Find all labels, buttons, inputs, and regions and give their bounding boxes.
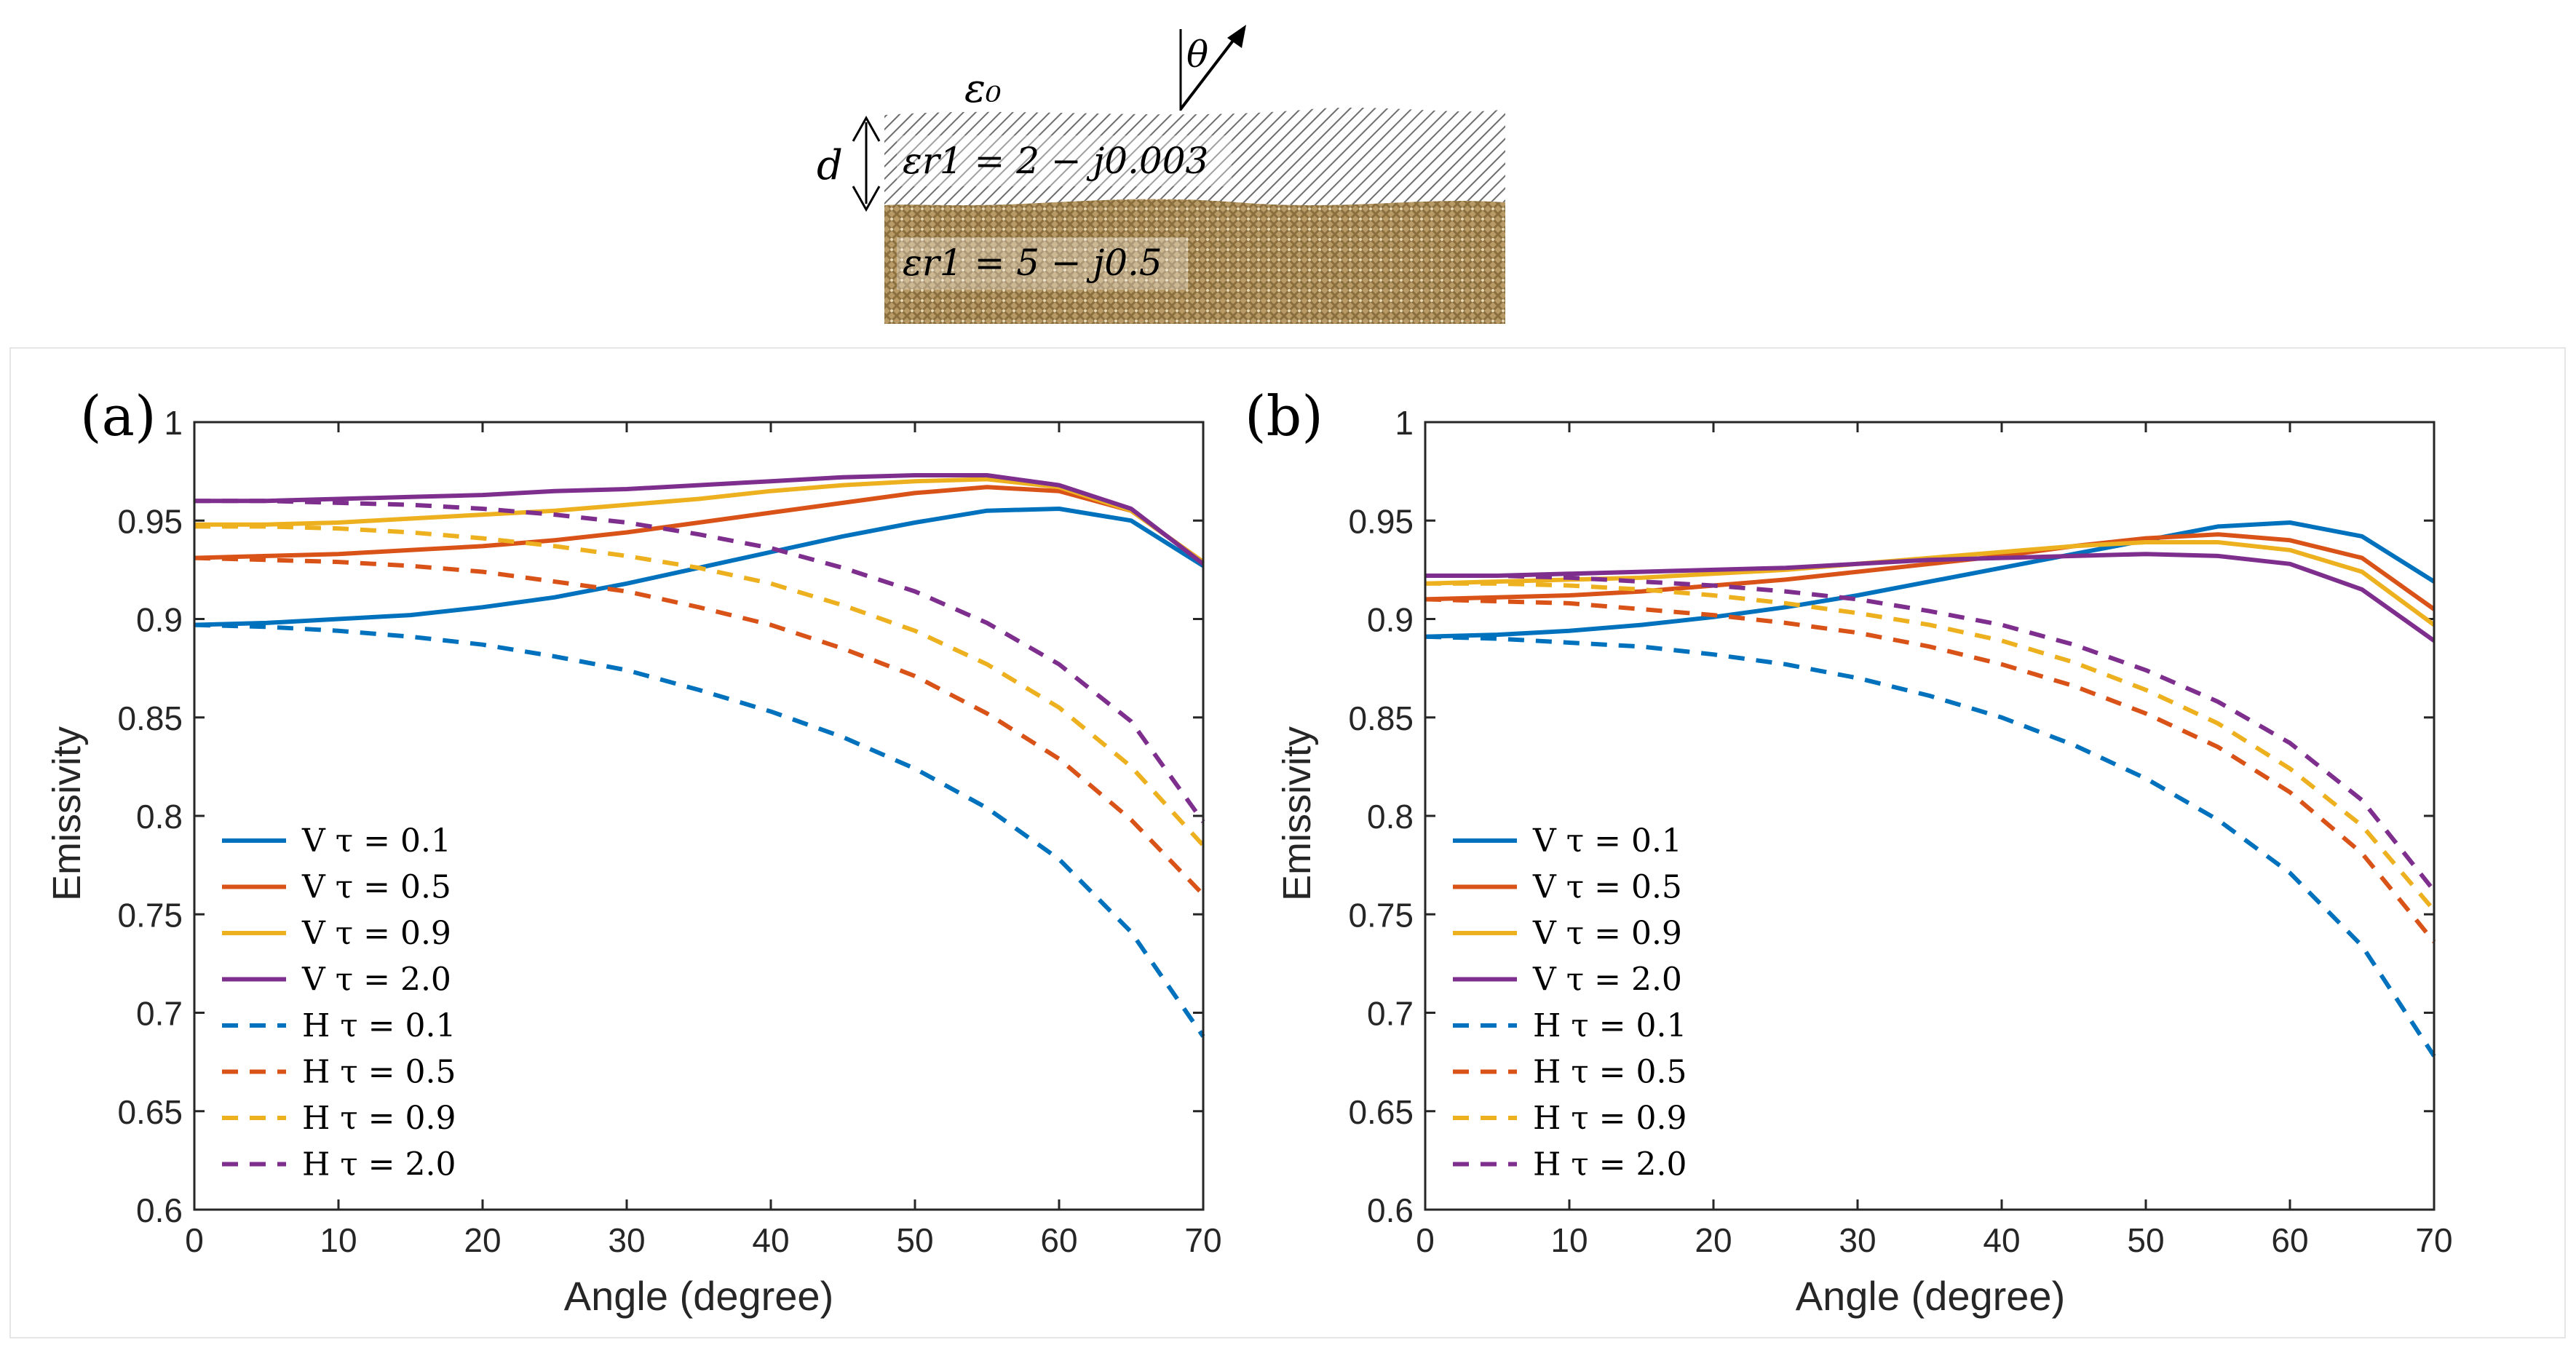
x-tick-label: 30	[1839, 1221, 1876, 1259]
series-layer	[1424, 520, 2436, 1058]
x-axis-label: Angle (degree)	[1796, 1273, 2065, 1319]
x-tick-label: 40	[1983, 1221, 2020, 1259]
d-label: d	[817, 142, 843, 189]
x-tick-label: 40	[752, 1221, 789, 1259]
series-line-h-7	[1425, 574, 2436, 892]
legend-label: V τ = 2.0	[301, 961, 451, 999]
thickness-arrow-up-icon	[852, 115, 881, 142]
series-line-h-6	[1425, 581, 2436, 912]
y-tick-label: 0.7	[136, 995, 183, 1033]
layer-diagram: εr1 = 2 − j0.003 εr1 = 5 − j0.5 ε₀ θ d	[817, 25, 1505, 324]
layer2-region	[884, 199, 1505, 324]
series-line-v-3	[1425, 552, 2436, 643]
y-axis-label: Emissivity	[45, 726, 89, 901]
series-line-h-5	[1424, 597, 2436, 943]
layer1-label: εr1 = 2 − j0.003	[903, 140, 1208, 182]
legend-label: V τ = 0.1	[301, 822, 451, 860]
x-tick-label: 20	[1695, 1221, 1732, 1259]
thickness-arrow-down-icon	[852, 186, 881, 213]
y-tick-label: 0.95	[1348, 502, 1414, 540]
layer1-region	[884, 107, 1505, 205]
y-ticks: 0.6 0.65 0.7 0.75 0.8 0.85 0.9 0.95 1	[117, 404, 1203, 1229]
theta-label: θ	[1186, 33, 1208, 76]
legend-label: V τ = 2.0	[1532, 961, 1682, 999]
series-layer	[194, 473, 1205, 1038]
y-tick-label: 1	[164, 404, 183, 442]
legend-label: H τ = 2.0	[302, 1146, 456, 1183]
y-tick-label: 0.9	[136, 601, 183, 639]
x-tick-label: 0	[185, 1221, 204, 1259]
legend-label: H τ = 2.0	[1533, 1146, 1687, 1183]
series-line-v-1	[1424, 532, 2436, 611]
legend-label: V τ = 0.1	[1532, 822, 1682, 860]
plot-border	[1424, 421, 2436, 1211]
x-tick-label: 60	[1040, 1221, 1077, 1259]
plot-border	[193, 421, 1205, 1211]
panels-frame	[9, 347, 2566, 1338]
legend-label: H τ = 0.1	[302, 1007, 456, 1044]
series-line-v-2	[194, 477, 1205, 564]
x-tick-label: 50	[2127, 1221, 2164, 1259]
series-line-h-4	[1424, 634, 2436, 1058]
x-tick-label: 0	[1416, 1221, 1435, 1259]
legend-label: V τ = 0.5	[301, 869, 451, 906]
legend-label: H τ = 0.1	[1533, 1007, 1687, 1044]
x-tick-label: 70	[1184, 1221, 1221, 1259]
series-line-h-5	[194, 555, 1205, 897]
y-tick-label: 0.85	[1348, 699, 1414, 737]
legend: V τ = 0.1 V τ = 0.5 V τ = 0.9 V τ = 2.0 H τ …	[1453, 822, 1687, 1183]
x-axis-label: Angle (degree)	[564, 1273, 833, 1319]
x-tick-label: 50	[896, 1221, 933, 1259]
layer1-label-group: εr1 = 2 − j0.003	[897, 135, 1232, 186]
y-axis-label: Emissivity	[1275, 726, 1319, 901]
y-ticks: 0.6 0.65 0.7 0.75 0.8 0.85 0.9 0.95 1	[1348, 404, 2434, 1229]
plot-area	[194, 422, 1203, 1210]
y-tick-label: 0.7	[1367, 995, 1414, 1033]
layer2-label: εr1 = 5 − j0.5	[903, 242, 1162, 284]
x-tick-label: 10	[320, 1221, 357, 1259]
plot-area	[1425, 422, 2434, 1210]
y-tick-label: 0.8	[136, 798, 183, 836]
layer2-label-group: εr1 = 5 − j0.5	[897, 237, 1188, 290]
panel-label: (b)	[1245, 384, 1323, 448]
series-line-h-4	[194, 622, 1205, 1038]
x-tick-label: 20	[464, 1221, 501, 1259]
series-line-v-3	[194, 473, 1205, 566]
legend-label: H τ = 0.5	[1533, 1054, 1687, 1091]
y-tick-label: 0.65	[1348, 1093, 1414, 1131]
legend-label: H τ = 0.9	[1533, 1100, 1687, 1137]
panel-b: (b) Emissivity Angle (degree) 0.6 0.65 0.7…	[1245, 384, 2453, 1319]
x-tick-label: 10	[1550, 1221, 1588, 1259]
panel-label: (a)	[80, 384, 156, 448]
legend: V τ = 0.1 V τ = 0.5 V τ = 0.9 V τ = 2.0 H τ …	[222, 822, 456, 1183]
y-tick-label: 0.75	[1348, 896, 1414, 934]
legend-label: V τ = 0.9	[1532, 915, 1682, 952]
y-tick-label: 0.75	[117, 896, 183, 934]
legend-label: V τ = 0.5	[1532, 869, 1682, 906]
legend-label: V τ = 0.9	[301, 915, 451, 952]
y-tick-label: 0.6	[1367, 1191, 1414, 1229]
y-tick-label: 0.95	[117, 502, 183, 540]
x-tick-label: 30	[608, 1221, 645, 1259]
incidence-arrow	[1179, 33, 1239, 111]
y-tick-label: 0.85	[117, 699, 183, 737]
y-tick-label: 0.8	[1367, 798, 1414, 836]
eps0-label: ε₀	[964, 66, 1002, 111]
panel-a: (a) Emissivity Angle (degree) 0.6 0.65 0.7…	[45, 384, 1222, 1319]
y-tick-label: 1	[1395, 404, 1414, 442]
x-tick-label: 70	[2415, 1221, 2452, 1259]
y-tick-label: 0.9	[1367, 601, 1414, 639]
legend-label: H τ = 0.9	[302, 1100, 456, 1137]
series-line-h-6	[194, 524, 1205, 847]
x-tick-label: 60	[2271, 1221, 2308, 1259]
y-tick-label: 0.6	[136, 1191, 183, 1229]
y-tick-label: 0.65	[117, 1093, 183, 1131]
arrow-head-icon	[1227, 25, 1246, 48]
x-ticks: 0 10 20 30 40 50 60 70	[185, 422, 1222, 1259]
series-line-v-1	[194, 485, 1205, 564]
series-line-v-0	[1424, 520, 2436, 639]
legend-label: H τ = 0.5	[302, 1054, 456, 1091]
series-line-h-7	[194, 499, 1205, 823]
